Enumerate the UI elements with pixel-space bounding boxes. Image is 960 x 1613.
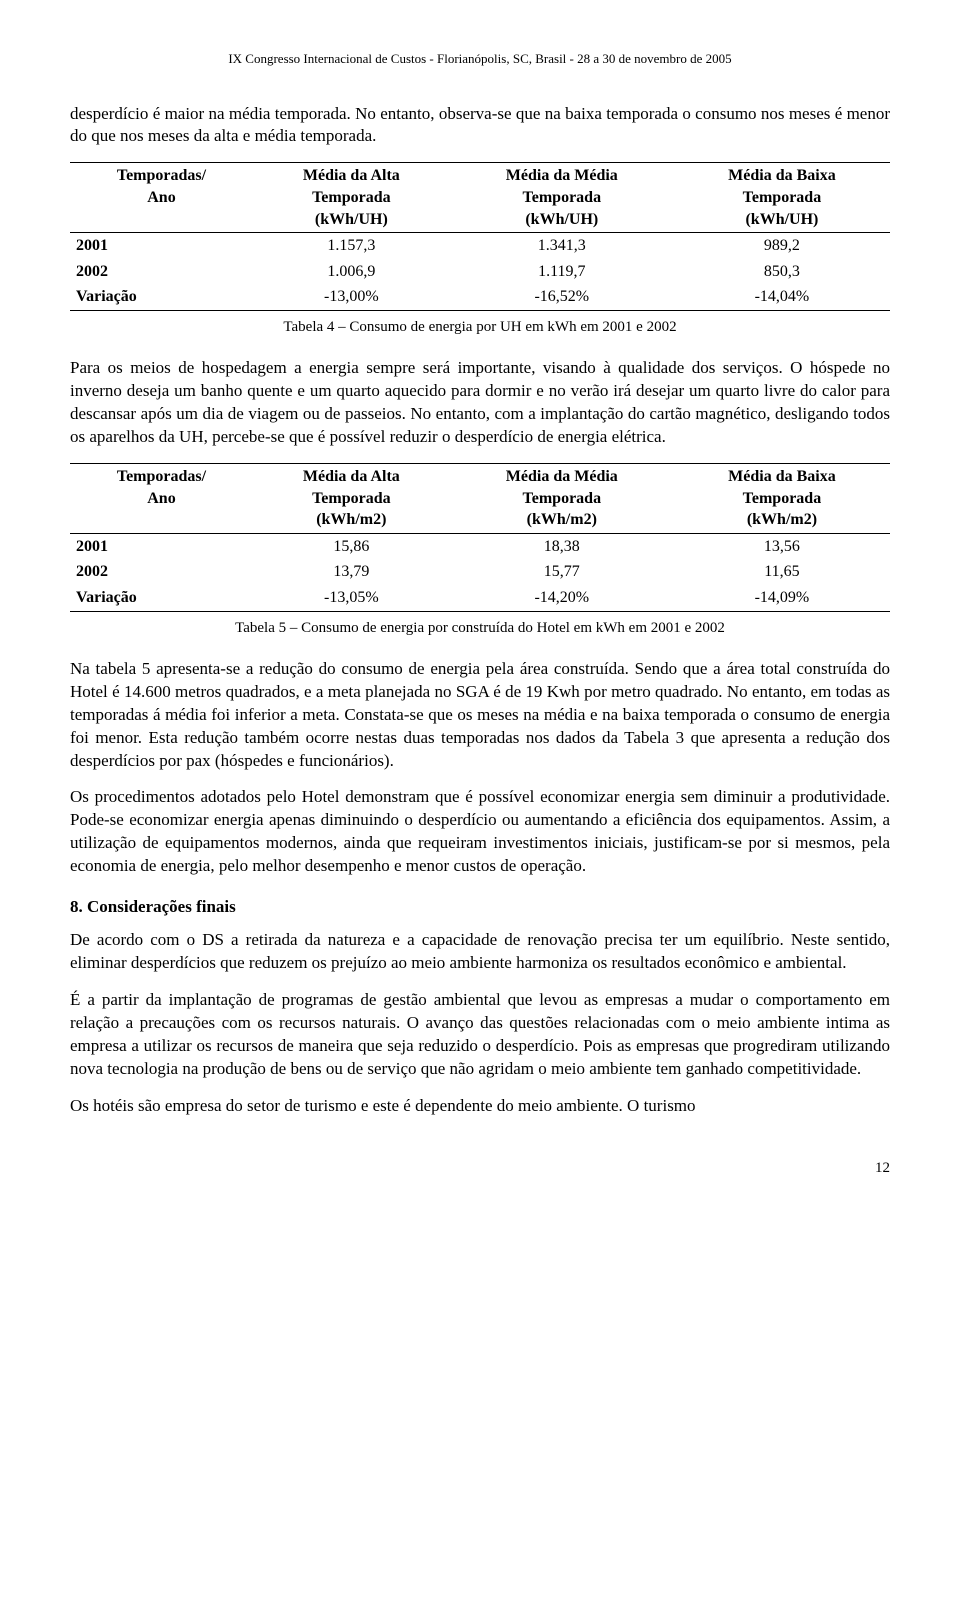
table-5-caption: Tabela 5 – Consumo de energia por constr… [70,618,890,638]
t4-h3: Média da Baixa Temporada (kWh/UH) [674,163,890,233]
t5-r0c1: 15,86 [253,533,450,559]
paragraph-1: desperdício é maior na média temporada. … [70,103,890,149]
t5-r2c1: -13,05% [253,585,450,611]
paragraph-3: Na tabela 5 apresenta-se a redução do co… [70,658,890,773]
t4-r2c0: Variação [70,284,253,310]
table-row: Variação -13,00% -16,52% -14,04% [70,284,890,310]
paragraph-2: Para os meios de hospedagem a energia se… [70,357,890,449]
t5-r2c2: -14,20% [450,585,674,611]
t4-r2c2: -16,52% [450,284,674,310]
t4-r2c3: -14,04% [674,284,890,310]
table-row: 2001 15,86 18,38 13,56 [70,533,890,559]
t4-r1c0: 2002 [70,259,253,285]
section-title-8: 8. Considerações finais [70,896,890,919]
t5-r2c0: Variação [70,585,253,611]
table-5: Temporadas/ Ano Média da Alta Temporada … [70,463,890,612]
t5-h0: Temporadas/ Ano [70,463,253,533]
t4-r1c2: 1.119,7 [450,259,674,285]
t5-r0c3: 13,56 [674,533,890,559]
paragraph-4: Os procedimentos adotados pelo Hotel dem… [70,786,890,878]
paragraph-6: É a partir da implantação de programas d… [70,989,890,1081]
t5-h1: Média da Alta Temporada (kWh/m2) [253,463,450,533]
t5-h3: Média da Baixa Temporada (kWh/m2) [674,463,890,533]
table-4-caption: Tabela 4 – Consumo de energia por UH em … [70,317,890,337]
t4-r2c1: -13,00% [253,284,450,310]
conference-header: IX Congresso Internacional de Custos - F… [70,50,890,68]
t5-r2c3: -14,09% [674,585,890,611]
table-row: Variação -13,05% -14,20% -14,09% [70,585,890,611]
t5-r1c3: 11,65 [674,559,890,585]
t4-h1: Média da Alta Temporada (kWh/UH) [253,163,450,233]
t4-r1c1: 1.006,9 [253,259,450,285]
t5-r0c0: 2001 [70,533,253,559]
t4-h2: Média da Média Temporada (kWh/UH) [450,163,674,233]
table-row: 2002 13,79 15,77 11,65 [70,559,890,585]
t4-r1c3: 850,3 [674,259,890,285]
t4-r0c1: 1.157,3 [253,233,450,259]
paragraph-5: De acordo com o DS a retirada da naturez… [70,929,890,975]
t5-r1c1: 13,79 [253,559,450,585]
t4-r0c0: 2001 [70,233,253,259]
t5-h2: Média da Média Temporada (kWh/m2) [450,463,674,533]
page-number: 12 [70,1158,890,1178]
table-row: 2002 1.006,9 1.119,7 850,3 [70,259,890,285]
table-row: 2001 1.157,3 1.341,3 989,2 [70,233,890,259]
t4-r0c2: 1.341,3 [450,233,674,259]
paragraph-7: Os hotéis são empresa do setor de turism… [70,1095,890,1118]
t4-r0c3: 989,2 [674,233,890,259]
t4-h0: Temporadas/ Ano [70,163,253,233]
table-4: Temporadas/ Ano Média da Alta Temporada … [70,162,890,311]
t5-r0c2: 18,38 [450,533,674,559]
t5-r1c2: 15,77 [450,559,674,585]
t5-r1c0: 2002 [70,559,253,585]
